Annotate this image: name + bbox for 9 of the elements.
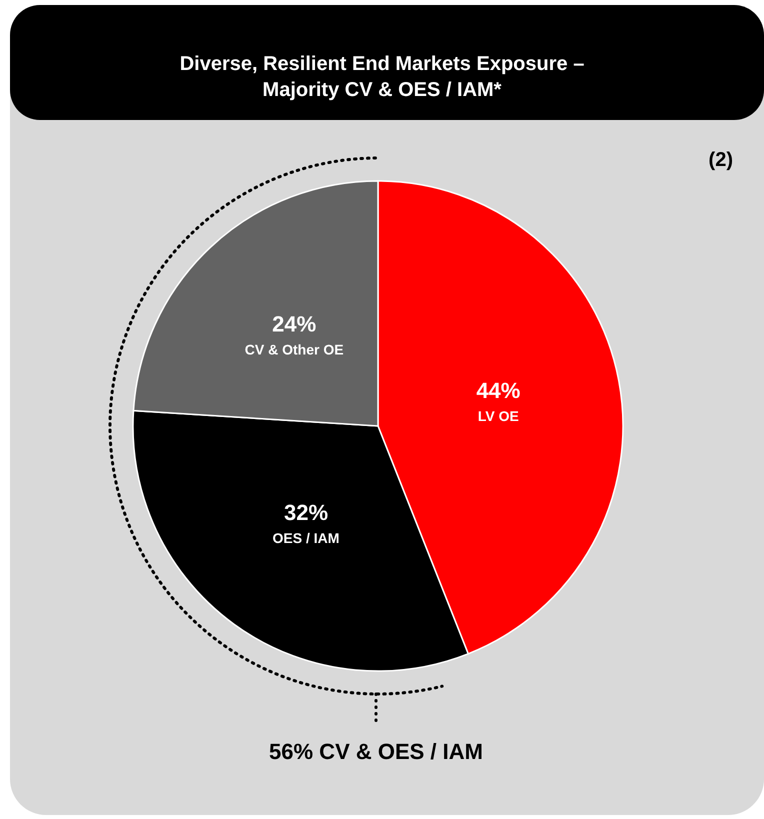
text: (2) <box>708 149 733 171</box>
data-label: 44% <box>476 378 520 404</box>
data-label: 32% <box>284 500 328 526</box>
slice-label: CV & Other OE <box>244 342 344 358</box>
slice-label: LV OE <box>478 408 519 424</box>
data-label: 24% <box>272 312 316 337</box>
chart-title: Diverse, Resilient End Markets Exposure – Majority CV & OES / IAM* <box>180 53 584 101</box>
text: 56% CV & OES / IAM <box>269 739 483 764</box>
slice-label: OES / IAM <box>272 530 340 546</box>
